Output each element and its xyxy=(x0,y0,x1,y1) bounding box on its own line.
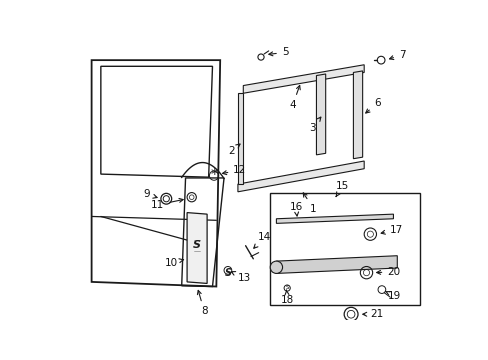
Text: 13: 13 xyxy=(231,271,251,283)
Text: 6: 6 xyxy=(365,98,380,113)
Text: S: S xyxy=(224,267,231,278)
Polygon shape xyxy=(243,65,364,93)
Polygon shape xyxy=(316,74,325,155)
Text: 8: 8 xyxy=(197,291,207,316)
Text: 1: 1 xyxy=(303,193,316,214)
Text: s: s xyxy=(285,284,288,290)
Text: 7: 7 xyxy=(389,50,405,60)
Text: 9: 9 xyxy=(143,189,157,199)
Text: 16: 16 xyxy=(289,202,302,216)
Bar xyxy=(270,193,420,305)
Polygon shape xyxy=(238,161,364,192)
Text: 15: 15 xyxy=(335,181,348,197)
Polygon shape xyxy=(276,214,393,223)
Text: 14: 14 xyxy=(253,232,271,248)
Text: 20: 20 xyxy=(376,267,400,277)
Polygon shape xyxy=(238,93,243,184)
Text: 2: 2 xyxy=(227,144,240,156)
Text: S: S xyxy=(193,240,201,250)
Text: *: * xyxy=(210,168,218,183)
Text: 17: 17 xyxy=(381,225,402,235)
Text: 5: 5 xyxy=(268,48,288,58)
Text: 19: 19 xyxy=(385,291,401,301)
Polygon shape xyxy=(353,71,362,159)
Text: 12: 12 xyxy=(222,165,246,175)
Text: 10: 10 xyxy=(164,258,183,267)
Text: 21: 21 xyxy=(362,309,383,319)
Polygon shape xyxy=(187,213,207,283)
Text: 3: 3 xyxy=(308,117,320,133)
Text: 11: 11 xyxy=(151,198,183,210)
Polygon shape xyxy=(276,256,396,274)
Text: 4: 4 xyxy=(289,85,300,110)
Circle shape xyxy=(270,261,282,274)
Text: 18: 18 xyxy=(281,290,294,305)
